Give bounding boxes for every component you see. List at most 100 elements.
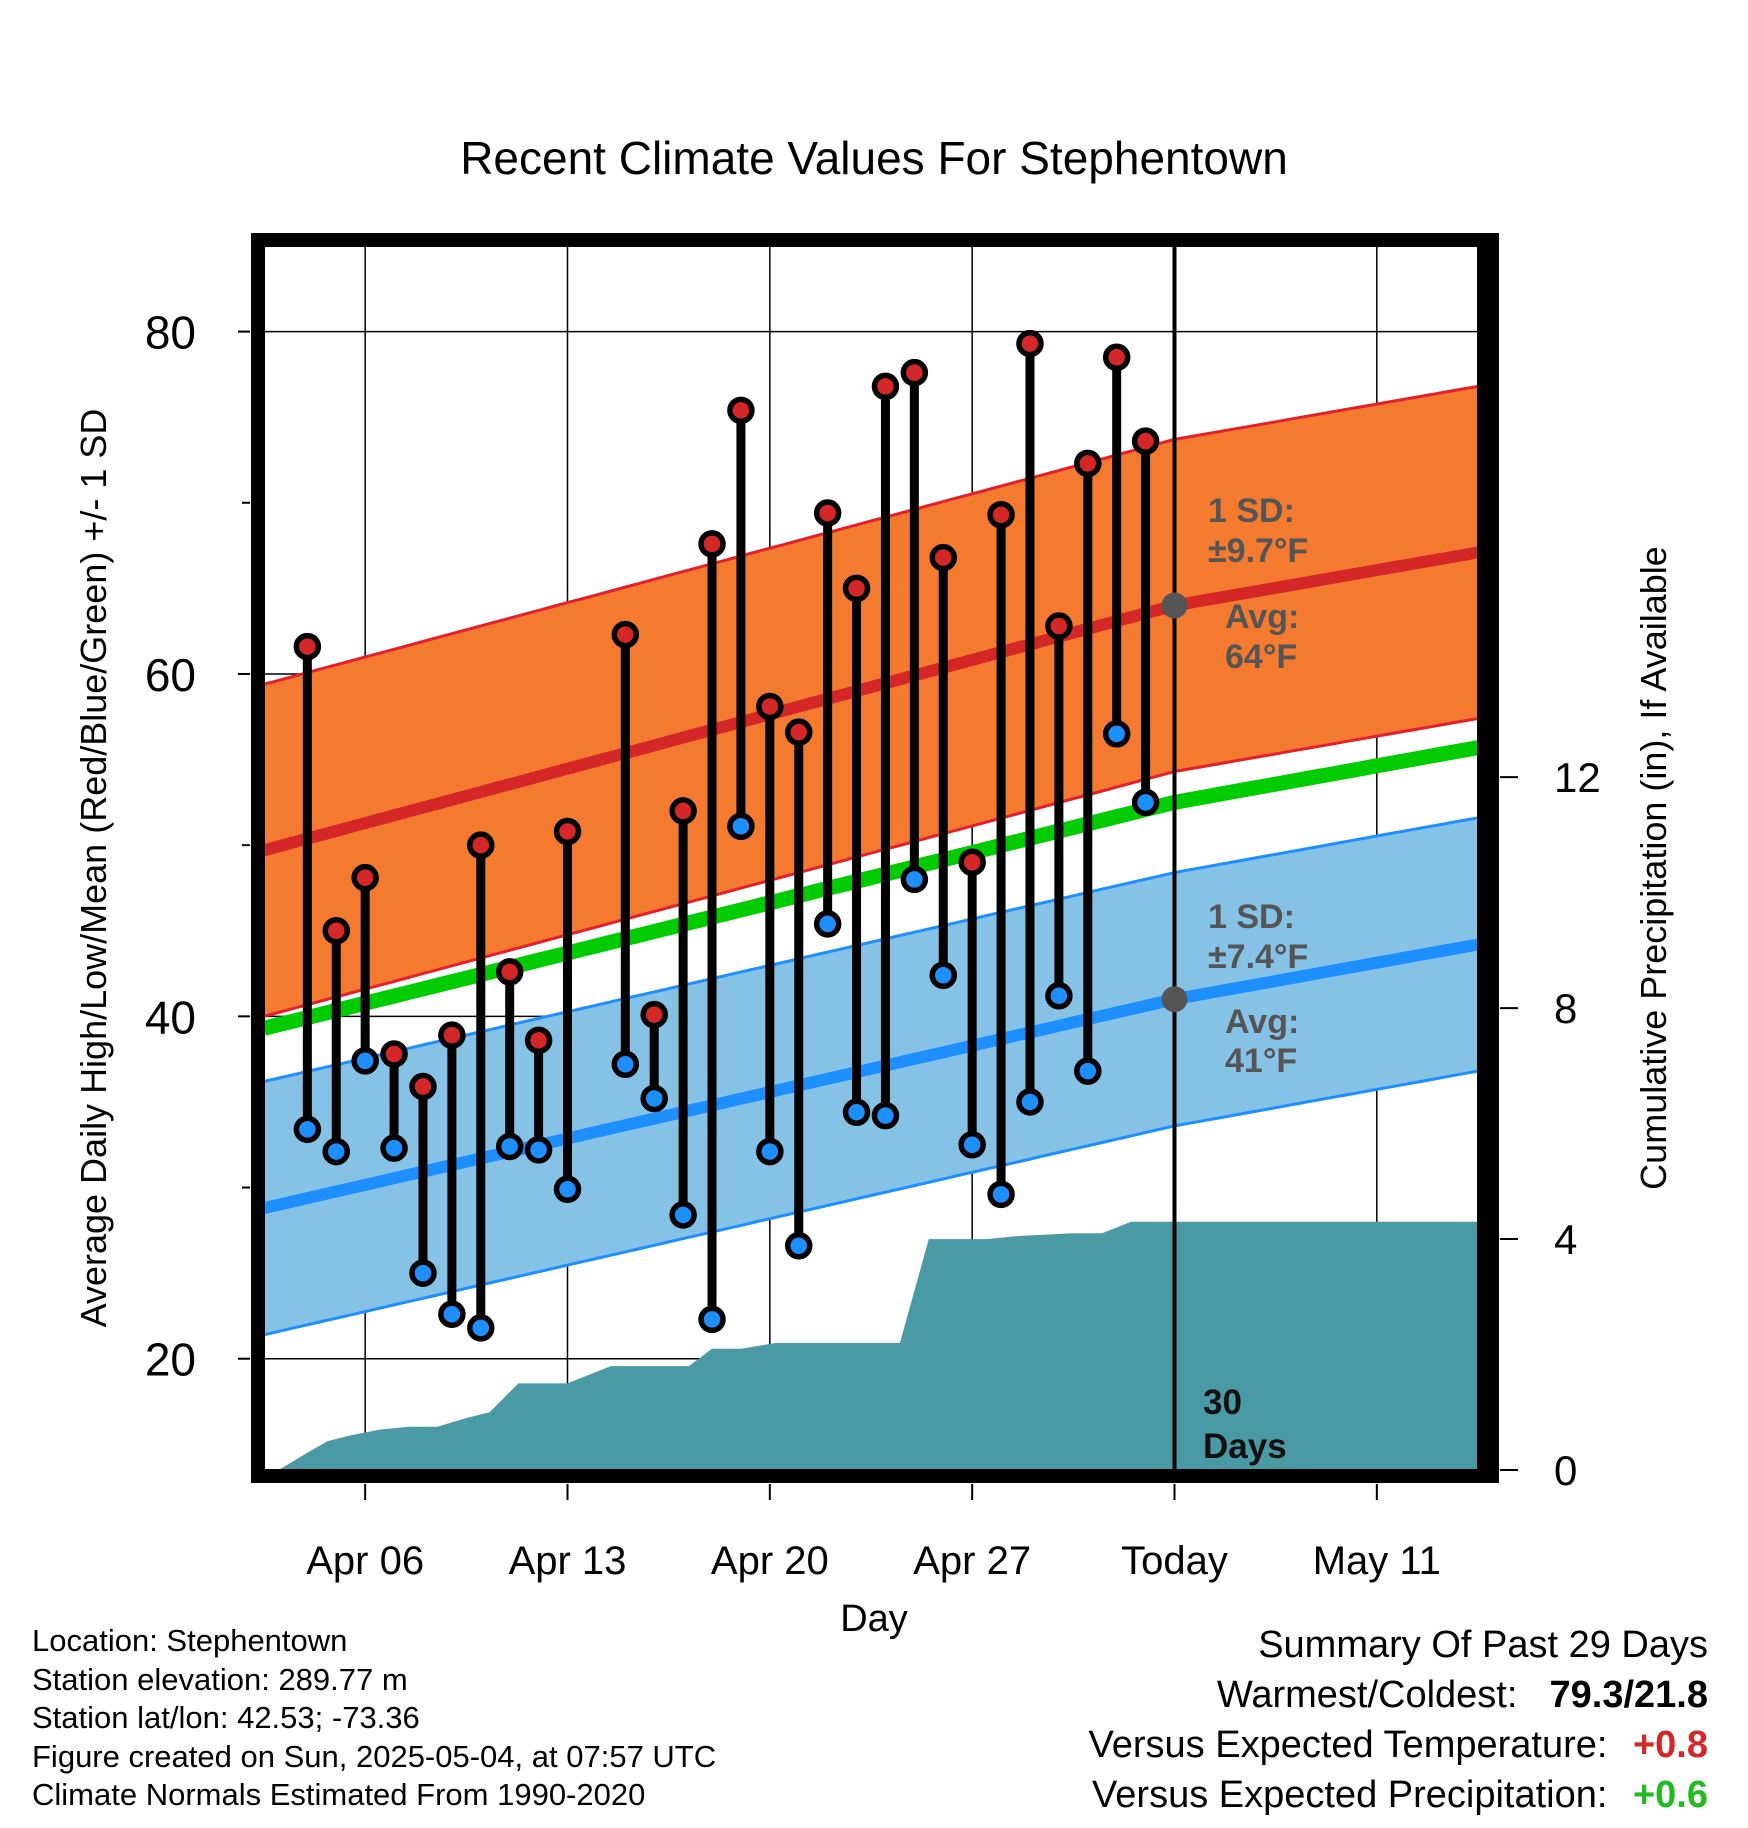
daily-high-point: [669, 797, 697, 825]
daily-high-point: [929, 543, 958, 572]
daily-high-point: [900, 358, 929, 387]
low-normal-mean-line: [262, 938, 1480, 1214]
station-info: Location: Stephentown Station elevation:…: [32, 1622, 716, 1815]
daily-low-point: [495, 1132, 524, 1161]
precipitation-layer: [278, 1221, 1478, 1470]
low-normal-upper-edge: [263, 816, 1479, 1083]
daily-low-point: [958, 1130, 986, 1159]
y2-tick-label: 8: [1554, 985, 1577, 1032]
daily-high-point: [871, 372, 900, 401]
daily-low-point: [438, 1300, 466, 1328]
normals-text: Climate Normals Estimated From 1990-2020: [32, 1777, 646, 1812]
daily-high-point: [842, 574, 871, 603]
daily-low-point: [380, 1134, 408, 1162]
daily-high-point: [756, 692, 784, 721]
daily-low-point: [727, 812, 755, 841]
daily-low-point: [611, 1050, 640, 1079]
daily-high-point: [293, 632, 322, 661]
y-axis-label: Average Daily High/Low/Mean (Red/Blue/Gr…: [73, 409, 114, 1328]
daily-low-point: [698, 1305, 726, 1334]
high-normal-lower-edge: [263, 717, 1479, 1018]
daily-low-point: [871, 1101, 900, 1130]
daily-high-point: [351, 863, 379, 892]
x-tick-label: Apr 06: [306, 1539, 424, 1583]
x-tick-label: Today: [1121, 1539, 1228, 1583]
today-days-number: 30: [1203, 1383, 1242, 1422]
daily-high-point: [467, 831, 495, 859]
precip-value: +0.6: [1632, 1774, 1708, 1816]
daily-low-point: [784, 1231, 813, 1260]
y2-tick-label: 4: [1554, 1216, 1577, 1263]
daily-high-point: [409, 1072, 437, 1101]
daily-low-point: [1131, 788, 1160, 817]
daily-high-point: [1045, 612, 1073, 640]
daily-high-point: [727, 396, 755, 425]
low-avg-marker: [1161, 986, 1188, 1013]
daily-low-point: [1016, 1088, 1044, 1116]
daily-high-point: [322, 917, 351, 945]
warm-cold-label: Warmest/Coldest:: [1216, 1674, 1518, 1716]
daily-high-point: [958, 848, 986, 877]
high-avg-marker: [1161, 592, 1188, 619]
daily-high-point: [813, 499, 842, 527]
daily-low-point: [553, 1175, 582, 1204]
daily-high-point: [1131, 427, 1160, 455]
summary-panel: Summary Of Past 29 Days Warmest/Coldest:…: [808, 1620, 1708, 1820]
daily-high-point: [987, 501, 1015, 529]
low-avg-value: 41°F: [1225, 1042, 1297, 1080]
temp-label: Versus Expected Temperature:: [1088, 1724, 1608, 1766]
x-tick-label: Apr 13: [509, 1539, 627, 1583]
daily-high-point: [1016, 329, 1044, 358]
summary-title: Summary Of Past 29 Days: [1258, 1624, 1708, 1666]
daily-low-point: [322, 1137, 351, 1166]
low-sd-label: 1 SD:: [1208, 898, 1295, 936]
daily-low-point: [467, 1314, 495, 1342]
high-normal-mean-line: [262, 546, 1480, 857]
y-tick-label: 20: [145, 1334, 196, 1386]
plot-frame-right-thick: [1479, 233, 1499, 1483]
x-tick-label: Apr 27: [913, 1539, 1031, 1583]
precip-label: Versus Expected Precipitation:: [1092, 1774, 1608, 1816]
y-tick-label: 80: [145, 307, 196, 359]
high-normal-upper-edge: [263, 384, 1479, 686]
daily-low-point: [524, 1136, 553, 1164]
chart-title: Recent Climate Values For Stephentown: [460, 132, 1288, 184]
daily-low-point: [929, 961, 958, 990]
high-avg-value: 64°F: [1225, 638, 1297, 676]
daily-low-point: [987, 1180, 1015, 1209]
daily-low-point: [842, 1098, 871, 1126]
daily-high-point: [1074, 449, 1102, 478]
today-days-label: Days: [1203, 1427, 1287, 1466]
precip-row: Versus Expected Precipitation: +0.6: [808, 1770, 1708, 1820]
elevation-text: Station elevation: 289.77 m: [32, 1661, 408, 1697]
high-avg-label: Avg:: [1225, 598, 1299, 636]
daily-high-point: [380, 1040, 408, 1068]
y2-tick-label: 0: [1554, 1447, 1577, 1494]
daily-low-point: [813, 910, 842, 938]
daily-low-point: [756, 1137, 784, 1166]
daily-low-point: [1045, 982, 1073, 1010]
daily-low-point: [351, 1047, 379, 1075]
daily-high-point: [784, 718, 813, 746]
precipitation-area: [278, 1221, 1478, 1470]
daily-high-point: [611, 620, 640, 649]
daily-low-point: [409, 1259, 437, 1287]
warm-cold-value: 79.3/21.8: [1549, 1674, 1708, 1716]
low-sd-value: ±7.4°F: [1208, 938, 1308, 976]
daily-high-point: [438, 1021, 466, 1049]
temp-row: Versus Expected Temperature: +0.8: [808, 1720, 1708, 1770]
daily-low-point: [293, 1115, 322, 1144]
daily-low-point: [900, 865, 929, 894]
low-normal-lower-edge: [263, 1069, 1479, 1337]
x-tick-label: May 11: [1313, 1539, 1441, 1583]
high-sd-label: 1 SD:: [1208, 492, 1295, 530]
daily-low-point: [1074, 1057, 1102, 1085]
daily-high-point: [495, 958, 524, 986]
frame-layer: [251, 233, 1499, 1483]
high-sd-value: ±9.7°F: [1208, 532, 1308, 570]
daily-high-point: [698, 530, 726, 558]
overall-normal-mean-line: [262, 740, 1480, 1036]
